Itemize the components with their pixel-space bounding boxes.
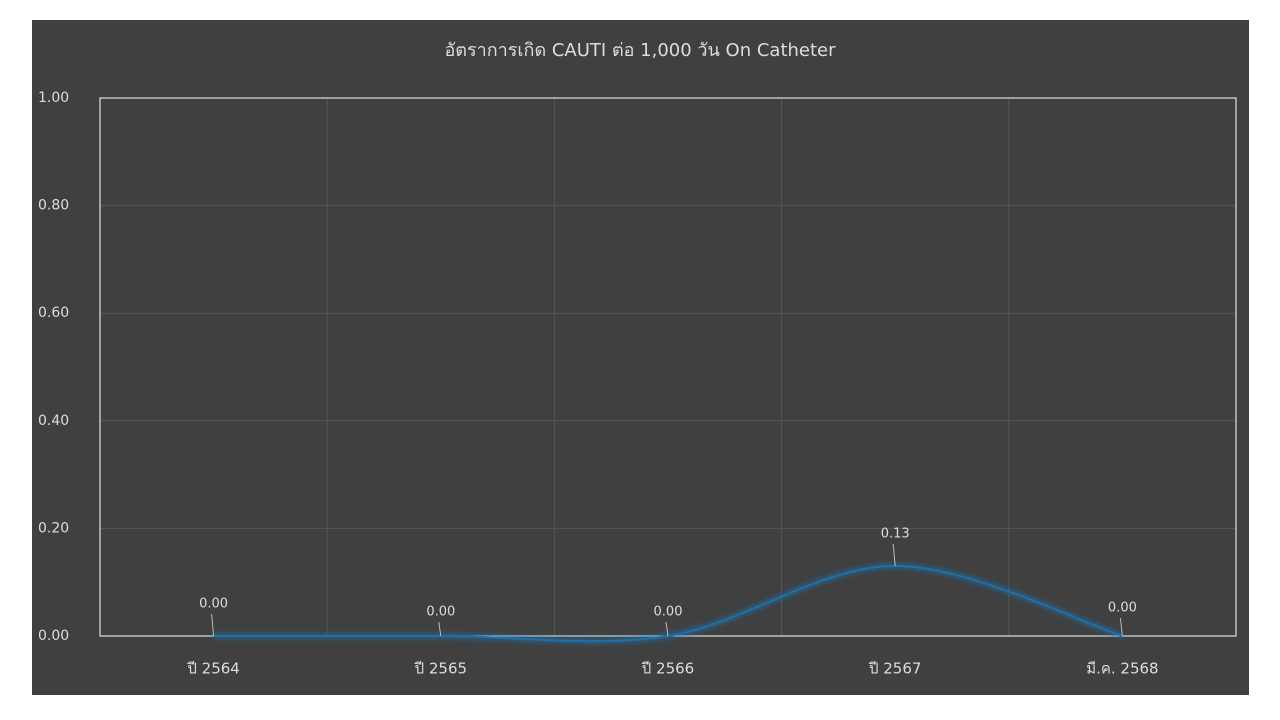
x-tick-label: ปี 2565 [414,660,467,678]
y-tick-label: 1.00 [38,90,69,106]
y-tick-label: 0.00 [38,628,69,644]
chart-background [32,20,1249,695]
x-tick-label: มี.ค. 2568 [1086,660,1158,678]
y-tick-label: 0.20 [38,520,69,536]
data-label: 0.00 [654,605,683,620]
label-leader [665,621,669,637]
x-tick-label: ปี 2564 [186,660,239,678]
y-tick-label: 0.60 [38,305,69,321]
label-leader [892,544,896,567]
data-label: 0.13 [881,527,910,542]
y-tick-label: 0.80 [38,198,69,214]
label-leader [211,613,215,637]
chart-title: อัตราการเกิด CAUTI ต่อ 1,000 วัน On Cath… [444,40,836,61]
data-label: 0.00 [426,605,455,620]
label-leader [438,621,442,637]
label-leader [1119,617,1123,637]
x-tick-label: ปี 2567 [868,660,921,678]
data-label: 0.00 [199,597,228,612]
y-tick-label: 0.40 [38,413,69,429]
x-tick-label: ปี 2566 [641,660,694,678]
data-label: 0.00 [1108,601,1137,616]
